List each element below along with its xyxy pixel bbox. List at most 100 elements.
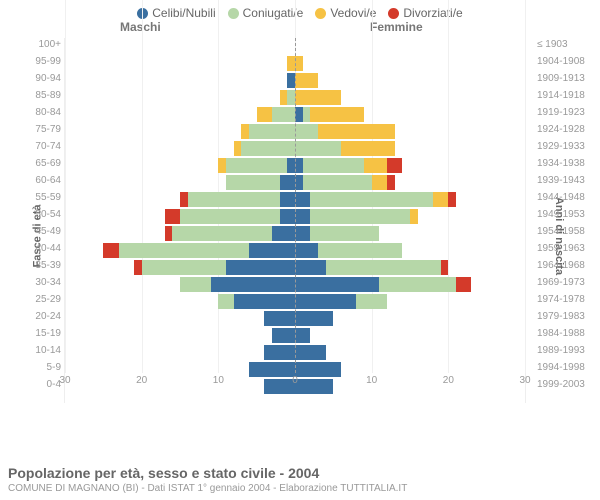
population-pyramid-chart: Fasce di età Anni di nascita 100+≤ 19039… <box>8 38 592 433</box>
bar-segment-cel <box>234 294 295 309</box>
bar-segment-con <box>326 260 441 275</box>
column-headers: Maschi Femmine <box>0 20 600 38</box>
bar-segment-ved <box>364 158 387 173</box>
bar-segment-ved <box>372 175 387 190</box>
chart-footer: Popolazione per età, sesso e stato civil… <box>8 465 592 494</box>
age-label: 95-99 <box>9 56 61 67</box>
age-label: 35-39 <box>9 260 61 271</box>
legend: Celibi/NubiliConiugati/eVedovi/eDivorzia… <box>0 0 600 20</box>
bar-segment-con <box>379 277 456 292</box>
bar-area <box>65 311 525 326</box>
birth-year-label: 1904-1908 <box>537 56 589 67</box>
female-bar <box>295 260 525 275</box>
legend-swatch <box>315 8 326 19</box>
female-bar <box>295 311 525 326</box>
female-bar <box>295 90 525 105</box>
birth-year-label: 1969-1973 <box>537 277 589 288</box>
bar-area <box>65 158 525 173</box>
bar-segment-cel <box>295 209 310 224</box>
age-label: 85-89 <box>9 90 61 101</box>
female-bar <box>295 192 525 207</box>
male-bar <box>65 243 295 258</box>
male-bar <box>65 311 295 326</box>
chart-subtitle: COMUNE DI MAGNANO (BI) - Dati ISTAT 1° g… <box>8 483 592 494</box>
birth-year-label: 1964-1968 <box>537 260 589 271</box>
birth-year-label: 1989-1993 <box>537 345 589 356</box>
bar-segment-ved <box>318 124 395 139</box>
male-bar <box>65 209 295 224</box>
bar-segment-cel <box>249 243 295 258</box>
female-bar <box>295 141 525 156</box>
birth-year-label: 1909-1913 <box>537 73 589 84</box>
bar-segment-div <box>456 277 471 292</box>
bar-segment-cel <box>295 311 333 326</box>
pyramid-row: 35-391964-1968 <box>65 259 525 276</box>
bar-segment-cel <box>226 260 295 275</box>
female-bar <box>295 39 525 54</box>
legend-swatch <box>388 8 399 19</box>
age-label: 0-4 <box>9 379 61 390</box>
bar-area <box>65 345 525 360</box>
x-tick-label: 0 <box>292 375 298 386</box>
male-bar <box>65 277 295 292</box>
pyramid-row: 15-191984-1988 <box>65 327 525 344</box>
birth-year-label: 1944-1948 <box>537 192 589 203</box>
chart-title: Popolazione per età, sesso e stato civil… <box>8 465 592 481</box>
male-bar <box>65 124 295 139</box>
legend-label: Celibi/Nubili <box>152 6 215 20</box>
female-bar <box>295 56 525 71</box>
bar-area <box>65 73 525 88</box>
bar-segment-ved <box>295 56 303 71</box>
bar-segment-ved <box>310 107 364 122</box>
birth-year-label: ≤ 1903 <box>537 39 589 50</box>
male-bar <box>65 192 295 207</box>
x-tick-label: 30 <box>59 375 70 386</box>
male-bar <box>65 73 295 88</box>
female-bar <box>295 209 525 224</box>
male-bar <box>65 294 295 309</box>
male-bar <box>65 328 295 343</box>
pyramid-rows: 100+≤ 190395-991904-190890-941909-191385… <box>64 38 526 403</box>
male-bar <box>65 90 295 105</box>
bar-segment-con <box>295 141 341 156</box>
bar-segment-ved <box>287 56 295 71</box>
pyramid-row: 80-841919-1923 <box>65 106 525 123</box>
bar-segment-con <box>188 192 280 207</box>
female-bar <box>295 226 525 241</box>
pyramid-row: 10-141989-1993 <box>65 344 525 361</box>
pyramid-row: 75-791924-1928 <box>65 123 525 140</box>
x-tick-label: 30 <box>519 375 530 386</box>
bar-segment-ved <box>295 90 341 105</box>
bar-area <box>65 277 525 292</box>
female-bar <box>295 175 525 190</box>
age-label: 45-49 <box>9 226 61 237</box>
birth-year-label: 1939-1943 <box>537 175 589 186</box>
birth-year-label: 1999-2003 <box>537 379 589 390</box>
age-label: 55-59 <box>9 192 61 203</box>
bar-segment-cel <box>295 107 303 122</box>
bar-area <box>65 260 525 275</box>
age-label: 40-44 <box>9 243 61 254</box>
bar-segment-div <box>180 192 188 207</box>
pyramid-row: 45-491954-1958 <box>65 225 525 242</box>
bar-segment-ved <box>295 73 318 88</box>
bar-segment-cel <box>264 345 295 360</box>
bar-segment-ved <box>410 209 418 224</box>
female-bar <box>295 277 525 292</box>
birth-year-label: 1919-1923 <box>537 107 589 118</box>
x-gridline <box>525 0 526 373</box>
birth-year-label: 1994-1998 <box>537 362 589 373</box>
age-label: 10-14 <box>9 345 61 356</box>
bar-segment-div <box>448 192 456 207</box>
bar-segment-cel <box>295 175 303 190</box>
pyramid-row: 60-641939-1943 <box>65 174 525 191</box>
bar-segment-cel <box>264 311 295 326</box>
pyramid-row: 95-991904-1908 <box>65 55 525 72</box>
pyramid-row: 30-341969-1973 <box>65 276 525 293</box>
bar-segment-con <box>287 90 295 105</box>
male-bar <box>65 158 295 173</box>
bar-segment-cel <box>272 226 295 241</box>
age-label: 50-54 <box>9 209 61 220</box>
bar-segment-cel <box>280 192 295 207</box>
birth-year-label: 1974-1978 <box>537 294 589 305</box>
